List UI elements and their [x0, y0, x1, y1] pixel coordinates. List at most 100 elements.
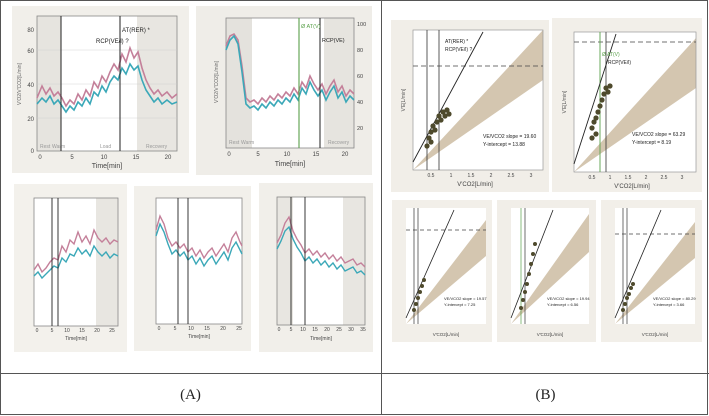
a-main-1-ytick: 20 — [27, 117, 34, 123]
a-main-1-marker-at: AT(RER) * — [122, 28, 151, 34]
a-small-1-plot: 0 5 10 15 20 25 Time[min] — [14, 184, 127, 352]
b-top-1-plot: AT(RER) * RCP(VE/l) ? VE/VCO2 slope = 19… — [391, 20, 549, 192]
b-top-2-xtick: 3 — [681, 175, 684, 181]
a-main-1-marker-rcp: RCP(VE/l) ? — [96, 39, 129, 45]
b-small-1-intercept: Y-intercept = 7.25 — [444, 302, 476, 307]
a-small-1-xtick: 10 — [64, 328, 70, 334]
a-small-2-xtick: 25 — [236, 326, 242, 332]
a-small-2-xtick: 5 — [174, 326, 177, 332]
photo-a-small-2: 0 5 10 15 20 25 Time[min] — [134, 186, 251, 351]
photo-b-small-1: VE/VCO2 slope = 19.57 Y-intercept = 7.25… — [392, 200, 492, 342]
caption-divider — [0, 373, 709, 374]
a-main-2-plot: Ø AT(V) RCP(VE) 100 80 60 40 20 0 5 10 1… — [196, 6, 372, 175]
photo-a-main-2: Ø AT(V) RCP(VE) 100 80 60 40 20 0 5 10 1… — [196, 6, 372, 175]
b-small-3-slope: VE/VCO2 slope = 80.29 — [653, 296, 696, 301]
a-main-1-xtick: 0 — [38, 155, 42, 161]
b-top-1-xtick: 0.5 — [428, 173, 435, 179]
a-small-2-xlabel: Time[min] — [188, 334, 210, 340]
b-top-1-xtick: 3 — [530, 173, 533, 179]
a-main-2-marker-at: Ø AT(V) — [301, 24, 321, 30]
a-main-1-ylabel: V'O2/V'CO2[L/min] — [17, 62, 23, 105]
a-main-2-phase: Rest — [229, 140, 240, 146]
a-small-3-xtick: 25 — [336, 327, 342, 333]
b-top-2-slope: VE/VCO2 slope = 63.29 — [632, 132, 685, 138]
a-main-1-plot: RCP(VE/l) ? AT(RER) * 80 60 40 20 0 0 5 … — [12, 6, 189, 173]
a-main-1-phase: Warm — [52, 144, 65, 150]
b-small-1-plot: VE/VCO2 slope = 19.57 Y-intercept = 7.25… — [392, 200, 492, 342]
a-main-2-ytick: 60 — [357, 74, 363, 80]
b-top-2-plot: Ø AT(V) RCP(VE/l) VE/VCO2 slope = 63.29 … — [552, 18, 702, 192]
a-main-1-ytick: 40 — [27, 83, 34, 89]
b-top-1-xlabel: V'CO2[L/min] — [457, 182, 493, 188]
b-top-2-xtick: 2 — [645, 175, 648, 181]
b-top-1-xtick: 2 — [490, 173, 493, 179]
b-top-2-xtick: 0.5 — [589, 175, 596, 181]
a-main-1-phase: Load — [100, 144, 111, 150]
a-small-1-xtick: 0 — [36, 328, 39, 334]
b-top-1-xtick: 1.5 — [468, 173, 475, 179]
b-top-2-xtick: 1.5 — [625, 175, 632, 181]
a-small-3-xtick: 0 — [278, 327, 281, 333]
a-main-1-phase: Recovery — [146, 144, 168, 150]
a-small-3-xlabel: Time[min] — [310, 336, 332, 342]
a-small-1-xlabel: Time[min] — [65, 336, 87, 342]
a-small-3-xtick: 35 — [360, 327, 366, 333]
b-small-2-intercept: Y-intercept = 6.56 — [547, 302, 579, 307]
b-small-3-xlabel: V'CO2[L/min] — [642, 332, 669, 337]
a-small-3-xtick: 15 — [312, 327, 318, 333]
a-small-3-xtick: 10 — [300, 327, 306, 333]
a-small-2-xtick: 0 — [158, 326, 161, 332]
a-main-2-phase: Warm — [241, 140, 254, 146]
photo-a-main-1: RCP(VE/l) ? AT(RER) * 80 60 40 20 0 0 5 … — [12, 6, 189, 173]
a-main-2-ytick: 80 — [357, 48, 363, 54]
b-top-1-xtick: 1 — [450, 173, 453, 179]
a-main-2-xtick: 20 — [342, 152, 349, 158]
a-main-2-xtick: 10 — [284, 152, 291, 158]
a-main-1-xtick: 10 — [101, 155, 108, 161]
b-top-2-xtick: 1 — [609, 175, 612, 181]
a-small-1-xtick: 15 — [79, 328, 85, 334]
a-main-1-phase: Rest — [40, 144, 51, 150]
a-main-2-ytick: 20 — [357, 126, 363, 132]
photo-b-top-1: AT(RER) * RCP(VE/l) ? VE/VCO2 slope = 19… — [391, 20, 549, 192]
b-top-1-ylabel: V'E[L/min] — [401, 88, 407, 111]
a-small-3-xtick: 5 — [290, 327, 293, 333]
a-main-1-xlabel: Time[min] — [92, 163, 123, 170]
b-top-1-marker-rcp: RCP(VE/l) ? — [445, 47, 472, 53]
a-main-1-ytick: 80 — [27, 28, 34, 34]
b-top-2-intercept: Y-intercept = 8.19 — [632, 140, 671, 146]
a-main-2-xtick: 15 — [313, 152, 320, 158]
photo-b-small-2: VE/VCO2 slope = 19.94 Y-intercept = 6.56… — [497, 200, 596, 342]
caption-a: (A) — [180, 387, 201, 403]
b-top-1-xtick: 2.5 — [508, 173, 515, 179]
a-small-2-xtick: 10 — [188, 326, 194, 332]
a-small-2-xtick: 15 — [204, 326, 210, 332]
a-main-1-xtick: 15 — [133, 155, 140, 161]
b-top-1-marker-at: AT(RER) * — [445, 39, 468, 45]
b-small-3-plot: VE/VCO2 slope = 80.29 Y-intercept = 3.66… — [601, 200, 702, 342]
a-small-2-plot: 0 5 10 15 20 25 Time[min] — [134, 186, 251, 351]
a-main-2-ytick: 40 — [357, 100, 363, 106]
photo-a-small-3: 0 5 10 15 20 25 30 35 Time[min] — [259, 183, 373, 352]
a-small-1-xtick: 5 — [51, 328, 54, 334]
column-divider — [381, 0, 382, 415]
a-small-3-xtick: 30 — [348, 327, 354, 333]
a-small-3-plot: 0 5 10 15 20 25 30 35 Time[min] — [259, 183, 373, 352]
a-main-1-xtick: 5 — [70, 155, 74, 161]
a-small-1-xtick: 20 — [94, 328, 100, 334]
b-top-2-xtick: 2.5 — [661, 175, 668, 181]
a-main-1-ytick: 60 — [27, 49, 34, 55]
photo-b-small-3: VE/VCO2 slope = 80.29 Y-intercept = 3.66… — [601, 200, 702, 342]
a-main-2-xtick: 0 — [227, 152, 231, 158]
a-main-1-ytick: 0 — [31, 149, 35, 155]
photo-a-small-1: 0 5 10 15 20 25 Time[min] — [14, 184, 127, 352]
a-main-2-ylabel: V'O2/V'CO2[L/min] — [214, 60, 220, 103]
a-main-2-marker-rcp: RCP(VE) — [322, 38, 345, 44]
a-small-3-xtick: 20 — [324, 327, 330, 333]
a-main-2-ytick: 100 — [357, 22, 366, 28]
b-top-2-xlabel: V'CO2[L/min] — [614, 184, 650, 190]
photo-b-top-2: Ø AT(V) RCP(VE/l) VE/VCO2 slope = 63.29 … — [552, 18, 702, 192]
b-small-3-intercept: Y-intercept = 3.66 — [653, 302, 685, 307]
b-small-2-plot: VE/VCO2 slope = 19.94 Y-intercept = 6.56… — [497, 200, 596, 342]
